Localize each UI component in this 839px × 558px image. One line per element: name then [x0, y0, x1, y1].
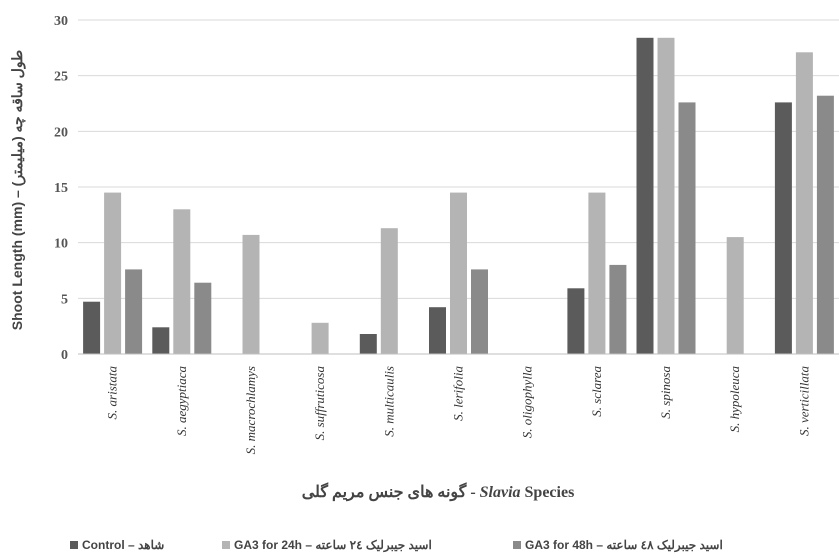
- category-label: S. sclarea: [589, 366, 604, 417]
- category-label: S. hypoleuca: [727, 366, 742, 433]
- y-tick-25: 25: [54, 70, 68, 85]
- bar-1-2: [152, 327, 170, 354]
- bars: [83, 37, 834, 355]
- legend-item: GA3 for 48h – اسید جیبرلیک ٤٨ ساعته: [513, 538, 723, 553]
- bar-1-5: [359, 334, 377, 354]
- legend-swatch: [70, 541, 78, 549]
- legend-label: Control – شاهد: [82, 538, 164, 552]
- category-label: S. macrochlamys: [243, 366, 258, 454]
- y-tick-0: 0: [61, 348, 68, 363]
- gridlines: [78, 19, 839, 299]
- y-tick-30: 30: [54, 14, 68, 29]
- category-label: S. lerifolia: [451, 366, 466, 421]
- category-label: S. multicaulis: [381, 366, 396, 437]
- y-axis-label: Shoot Length (mm) – طول ساقه چه (میلیمتر…: [9, 50, 26, 330]
- bar-2-1: [104, 192, 122, 354]
- x-axis-label: گونه های جنس مریم گلی - Slavia Species: [302, 482, 575, 502]
- bar-2-2: [173, 209, 191, 354]
- x-axis-categories: S. aristata S. aegyptiaca S. macrochlamys S…: [105, 366, 812, 455]
- bar-2-5: [380, 228, 398, 354]
- bar-2-3: [242, 234, 260, 354]
- bar-1-11: [774, 102, 792, 355]
- x-axis-label-rtl: گونه های جنس مریم گلی: [302, 482, 467, 502]
- bar-2-11: [795, 52, 813, 355]
- x-axis-label-sep: -: [466, 484, 479, 501]
- category-label: S. verticillata: [796, 366, 811, 437]
- x-axis-label-italic: Slavia: [480, 484, 521, 501]
- bar-3-11: [816, 95, 834, 354]
- y-tick-10: 10: [54, 237, 68, 252]
- bar-2-10: [726, 237, 744, 354]
- y-tick-5: 5: [61, 292, 68, 307]
- legend-label: GA3 for 48h – اسید جیبرلیک ٤٨ ساعته: [525, 538, 723, 553]
- legend-swatch: [513, 541, 521, 549]
- bar-1-6: [429, 307, 446, 354]
- y-axis-ticks: 0 5 10 15 20 25 30: [54, 14, 68, 363]
- bar-2-4: [311, 322, 329, 354]
- bar-1-9: [636, 37, 654, 355]
- category-label: S. oligophylla: [520, 366, 535, 439]
- bar-3-2: [194, 282, 212, 354]
- bar-3-8: [609, 264, 627, 354]
- legend-label: GA3 for 24h – اسید جیبرلیک ۲٤ ساعته: [234, 538, 432, 553]
- bar-1-8: [567, 288, 585, 354]
- bar-3-1: [125, 269, 143, 354]
- category-label: S. spinosa: [658, 366, 673, 419]
- bar-1-1: [83, 301, 101, 354]
- y-tick-20: 20: [54, 125, 68, 140]
- bar-2-9: [657, 37, 675, 355]
- legend-swatch: [222, 541, 230, 549]
- bar-3-9: [678, 102, 696, 355]
- category-label: S. aristata: [105, 366, 120, 420]
- bar-2-6: [450, 192, 467, 354]
- bar-3-6: [471, 269, 488, 354]
- category-label: S. suffruticosa: [312, 366, 327, 441]
- legend-item: GA3 for 24h – اسید جیبرلیک ۲٤ ساعته: [222, 538, 432, 553]
- legend: Control – شاهد GA3 for 24h – اسید جیبرلیک…: [70, 538, 723, 553]
- legend-item: Control – شاهد: [70, 538, 164, 552]
- bar-2-8: [588, 192, 606, 354]
- y-tick-15: 15: [54, 181, 68, 196]
- x-axis-label-latin: Species: [525, 484, 575, 501]
- category-label: S. aegyptiaca: [174, 366, 189, 437]
